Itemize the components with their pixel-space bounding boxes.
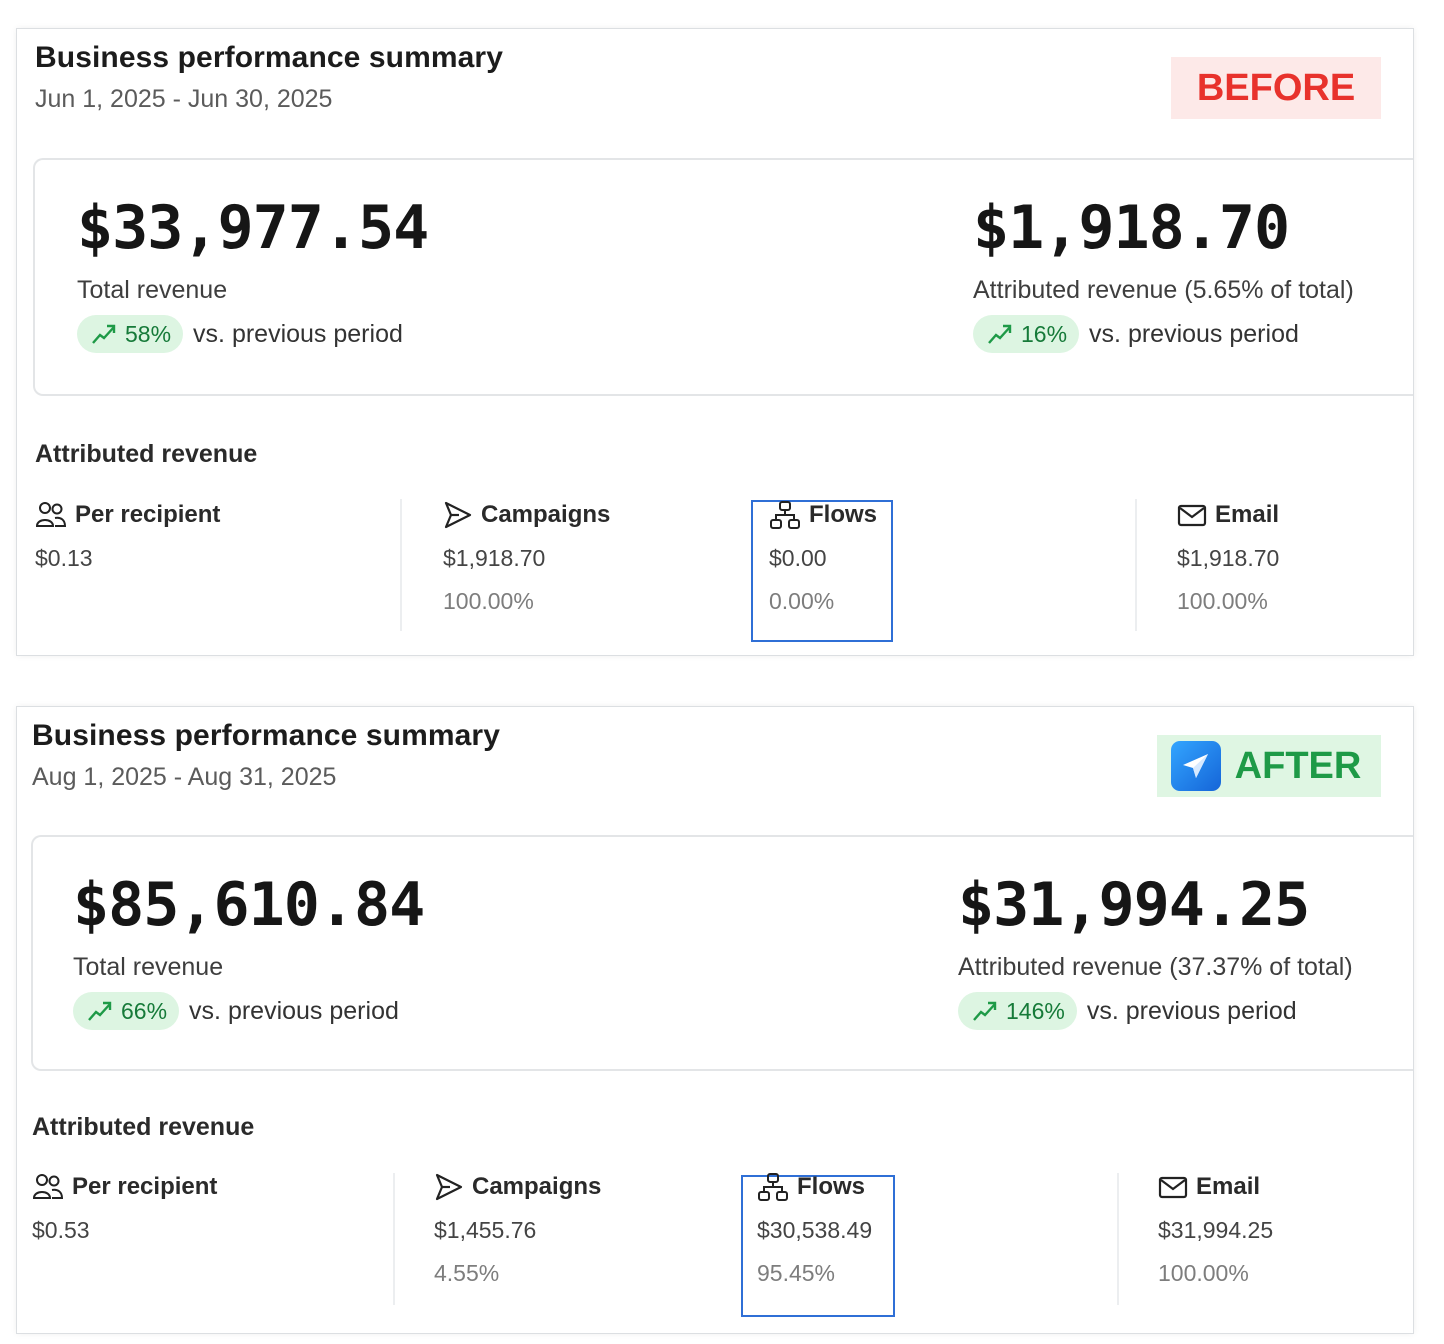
metric-campaigns: Campaigns $1,918.70 100.00% [443, 499, 610, 615]
after-tag-label: AFTER [1234, 744, 1362, 787]
metric-percent: 100.00% [1158, 1260, 1249, 1286]
attributed-revenue-change: 146% vs. previous period [958, 992, 1353, 1030]
attributed-revenue-change: 16% vs. previous period [973, 315, 1354, 353]
metric-email: Email $1,918.70 100.00% [1177, 499, 1279, 615]
metric-divider [393, 1173, 395, 1305]
trend-up-icon [92, 324, 116, 344]
send-icon [435, 1173, 463, 1201]
metric-header: Email [1158, 1171, 1273, 1203]
change-badge: 146% [958, 992, 1077, 1030]
attributed-revenue-label: Attributed revenue (37.37% of total) [958, 953, 1353, 981]
metric-header: Flows [769, 499, 877, 531]
people-icon [32, 1174, 64, 1199]
metric-header: Email [1177, 499, 1279, 531]
trend-up-icon [988, 324, 1012, 344]
change-suffix: vs. previous period [1086, 996, 1297, 1025]
flow-icon [758, 1173, 788, 1201]
metric-percent: 0.00% [769, 588, 835, 614]
revenue-stats-card: $85,610.84 Total revenue 66% vs. previou… [31, 835, 1413, 1071]
metric-campaigns: Campaigns $1,455.76 4.55% [434, 1171, 601, 1287]
metric-value: $31,994.25 [1158, 1217, 1274, 1243]
metric-label: Email [1215, 501, 1280, 528]
paper-plane-logo-icon [1170, 741, 1221, 791]
metric-header: Campaigns [443, 499, 610, 531]
metric-header: Per recipient [35, 499, 220, 531]
total-revenue-stat: $85,610.84 Total revenue 66% vs. previou… [73, 870, 425, 1030]
metric-value: $1,918.70 [1177, 545, 1280, 571]
metric-value: $1,455.76 [434, 1217, 537, 1243]
envelope-icon [1177, 504, 1207, 527]
attributed-revenue-stat: $31,994.25 Attributed revenue (37.37% of… [958, 875, 1353, 1030]
metric-value: $0.13 [35, 545, 93, 571]
total-revenue-change: 66% vs. previous period [73, 992, 424, 1030]
panel-title: Business performance summary [35, 41, 503, 74]
change-percent: 16% [1021, 320, 1068, 347]
total-revenue-value: $85,610.84 [73, 870, 425, 940]
date-range: Jun 1, 2025 - Jun 30, 2025 [35, 85, 333, 113]
metric-value: $0.53 [32, 1217, 90, 1243]
metric-percent: 100.00% [443, 588, 534, 614]
metric-label: Flows [797, 1173, 866, 1200]
metric-header: Campaigns [434, 1171, 601, 1203]
change-suffix: vs. previous period [1089, 319, 1299, 348]
before-tag-label: BEFORE [1196, 66, 1356, 109]
panel-title: Business performance summary [32, 719, 500, 752]
total-revenue-change: 58% vs. previous period [77, 315, 428, 353]
metric-per-recipient: Per recipient $0.13 [35, 499, 220, 572]
attributed-revenue-value: $1,918.70 [973, 193, 1290, 263]
metric-value: $1,918.70 [443, 545, 546, 571]
people-icon [35, 502, 67, 527]
before-summary-panel: Business performance summary Jun 1, 2025… [16, 28, 1414, 656]
send-icon [444, 501, 472, 529]
flow-icon [770, 501, 800, 529]
metric-percent: 100.00% [1177, 588, 1268, 614]
section-title: Attributed revenue [32, 1113, 255, 1141]
highlight-box [751, 500, 893, 642]
metric-divider [400, 499, 402, 631]
metric-label: Per recipient [72, 1173, 218, 1200]
after-tag: AFTER [1157, 735, 1381, 797]
metric-label: Campaigns [481, 501, 611, 528]
attributed-revenue-stat: $1,918.70 Attributed revenue (5.65% of t… [973, 198, 1354, 353]
metric-value: $30,538.49 [757, 1217, 873, 1243]
metric-divider [1117, 1173, 1119, 1305]
section-title: Attributed revenue [35, 440, 258, 468]
change-percent: 58% [125, 320, 172, 347]
metric-percent: 4.55% [434, 1260, 500, 1286]
metric-percent: 95.45% [757, 1260, 836, 1286]
metric-flows: Flows $0.00 0.00% [769, 499, 877, 615]
change-suffix: vs. previous period [193, 319, 403, 348]
metric-per-recipient: Per recipient $0.53 [32, 1171, 217, 1244]
metric-email: Email $31,994.25 100.00% [1158, 1171, 1273, 1287]
change-badge: 66% [73, 992, 180, 1030]
before-tag: BEFORE [1171, 57, 1381, 119]
attributed-revenue-label: Attributed revenue (5.65% of total) [973, 276, 1354, 304]
change-suffix: vs. previous period [189, 996, 399, 1025]
after-summary-panel: Business performance summary Aug 1, 2025… [16, 706, 1414, 1334]
attributed-revenue-value: $31,994.25 [958, 870, 1310, 940]
metric-label: Email [1196, 1173, 1261, 1200]
change-percent: 66% [121, 997, 168, 1024]
metric-label: Campaigns [472, 1173, 602, 1200]
total-revenue-label: Total revenue [77, 276, 228, 304]
date-range: Aug 1, 2025 - Aug 31, 2025 [32, 763, 337, 791]
change-badge: 16% [973, 315, 1080, 353]
trend-up-icon [88, 1001, 112, 1021]
metric-label: Flows [809, 501, 878, 528]
metric-header: Flows [757, 1171, 872, 1203]
highlight-box [741, 1175, 895, 1317]
trend-up-icon [973, 1001, 997, 1021]
metric-divider [1135, 499, 1137, 631]
total-revenue-stat: $33,977.54 Total revenue 58% vs. previou… [77, 193, 429, 353]
metric-label: Per recipient [75, 501, 221, 528]
metric-flows: Flows $30,538.49 95.45% [757, 1171, 872, 1287]
metric-header: Per recipient [32, 1171, 217, 1203]
envelope-icon [1158, 1176, 1188, 1199]
total-revenue-label: Total revenue [73, 953, 224, 981]
total-revenue-value: $33,977.54 [77, 193, 429, 263]
revenue-stats-card: $33,977.54 Total revenue 58% vs. previou… [33, 158, 1413, 396]
change-badge: 58% [77, 315, 184, 353]
change-percent: 146% [1006, 997, 1065, 1024]
metric-value: $0.00 [769, 545, 827, 571]
